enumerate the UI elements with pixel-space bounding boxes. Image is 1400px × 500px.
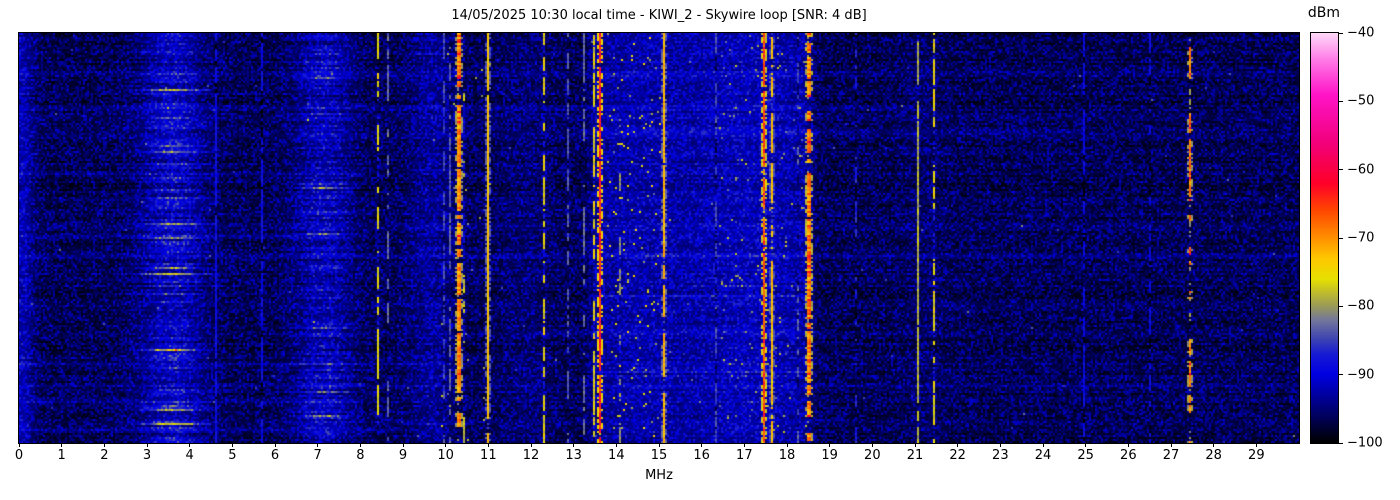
colorbar-tick-mark <box>1338 305 1343 307</box>
x-tick-mark <box>530 443 532 447</box>
x-tick-mark <box>146 443 148 447</box>
x-tick-label: 24 <box>1034 448 1052 463</box>
x-tick-mark <box>231 443 233 447</box>
colorbar-tick-label: −100 <box>1347 435 1383 451</box>
x-tick-mark <box>1255 443 1257 447</box>
x-tick-mark <box>317 443 319 447</box>
x-tick-label: 25 <box>1077 448 1094 463</box>
colorbar-tick-mark <box>1338 169 1343 171</box>
x-tick-label: 27 <box>1162 448 1180 463</box>
waterfall-plot-frame <box>18 32 1300 444</box>
colorbar-tick-label: −90 <box>1347 367 1375 383</box>
colorbar-tick-label: −60 <box>1347 162 1375 178</box>
x-tick-mark <box>957 443 959 447</box>
colorbar-frame <box>1310 32 1339 444</box>
x-axis-label: MHz <box>645 468 673 483</box>
colorbar-tick-label: −80 <box>1347 298 1375 314</box>
x-tick-label: 8 <box>356 448 365 463</box>
x-tick-mark <box>487 443 489 447</box>
x-tick-label: 20 <box>864 448 881 463</box>
x-tick-label: 0 <box>14 448 24 463</box>
colorbar-tick-mark <box>1338 32 1343 34</box>
x-tick-label: 2 <box>100 448 109 463</box>
x-tick-mark <box>573 443 575 447</box>
x-tick-mark <box>1127 443 1129 447</box>
x-tick-label: 15 <box>650 448 668 463</box>
colorbar-tick-label: −40 <box>1347 25 1375 41</box>
x-tick-label: 21 <box>906 448 924 463</box>
x-tick-label: 7 <box>313 448 322 463</box>
x-tick-mark <box>1170 443 1172 447</box>
x-tick-label: 13 <box>565 448 582 463</box>
colorbar-tick-mark <box>1338 237 1343 239</box>
x-tick-mark <box>1085 443 1087 447</box>
x-tick-mark <box>615 443 617 447</box>
colorbar-tick-mark <box>1338 374 1343 376</box>
x-tick-label: 17 <box>736 448 753 463</box>
x-tick-label: 28 <box>1205 448 1222 463</box>
x-tick-mark <box>658 443 660 447</box>
x-tick-label: 3 <box>142 448 152 463</box>
x-tick-mark <box>61 443 63 447</box>
colorbar-tick-mark <box>1338 100 1343 102</box>
x-tick-mark <box>359 443 361 447</box>
colorbar-gradient-canvas <box>1311 33 1338 443</box>
x-tick-label: 9 <box>398 448 408 463</box>
x-tick-mark <box>189 443 191 447</box>
x-tick-mark <box>829 443 831 447</box>
x-tick-mark <box>743 443 745 447</box>
x-tick-label: 16 <box>693 448 710 463</box>
x-tick-mark <box>1042 443 1044 447</box>
x-tick-label: 1 <box>57 448 66 463</box>
waterfall-heatmap-canvas <box>19 33 1299 443</box>
x-tick-mark <box>914 443 916 447</box>
x-tick-label: 5 <box>228 448 237 463</box>
colorbar-tick-label: −50 <box>1347 93 1375 109</box>
x-tick-mark <box>999 443 1001 447</box>
colorbar-label: dBm <box>1307 5 1341 21</box>
x-tick-mark <box>1213 443 1215 447</box>
x-tick-mark <box>786 443 788 447</box>
figure-title: 14/05/2025 10:30 local time - KIWI_2 - S… <box>451 8 867 23</box>
x-tick-label: 19 <box>821 448 838 463</box>
x-tick-label: 11 <box>480 448 497 463</box>
x-tick-label: 6 <box>270 448 280 463</box>
x-tick-label: 14 <box>608 448 625 463</box>
x-tick-mark <box>103 443 105 447</box>
x-tick-label: 29 <box>1248 448 1265 463</box>
x-tick-mark <box>871 443 873 447</box>
x-tick-mark <box>445 443 447 447</box>
x-tick-mark <box>701 443 703 447</box>
x-tick-label: 12 <box>522 448 540 463</box>
colorbar-tick-mark <box>1338 442 1343 444</box>
x-tick-mark <box>18 443 20 447</box>
x-tick-label: 26 <box>1120 448 1137 463</box>
x-tick-mark <box>402 443 404 447</box>
x-tick-label: 22 <box>949 448 966 463</box>
x-tick-label: 10 <box>437 448 454 463</box>
x-tick-label: 23 <box>992 448 1009 463</box>
colorbar-tick-label: −70 <box>1347 230 1375 246</box>
x-tick-mark <box>274 443 276 447</box>
x-tick-label: 18 <box>778 448 796 463</box>
x-tick-label: 4 <box>185 448 194 463</box>
